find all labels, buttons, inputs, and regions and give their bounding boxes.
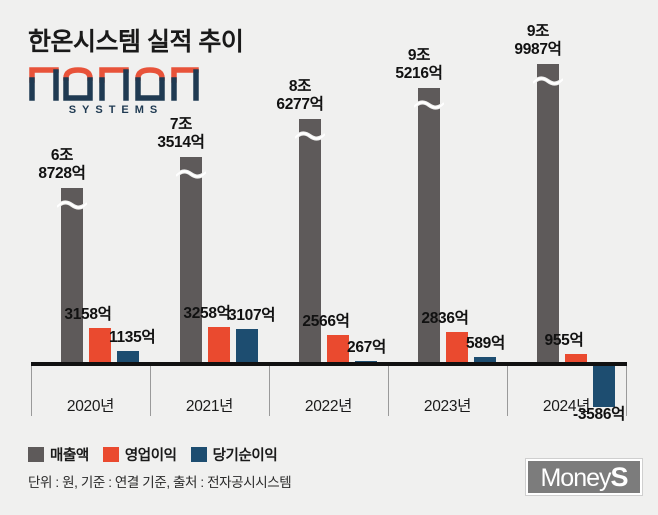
- hanon-wordmark-icon: [29, 67, 199, 101]
- bar-label-operating-profit: 3158억: [64, 305, 112, 323]
- bar-group: 6조 8728억 3158억 1135억: [31, 40, 156, 365]
- legend-label-operating-profit: 영업이익: [124, 448, 177, 464]
- bar-label-revenue: 7조 3514억: [136, 116, 226, 151]
- bar-label-line: 9조: [407, 47, 431, 65]
- bar-operating-profit: [89, 328, 111, 365]
- bar-label-line: 6277억: [276, 95, 324, 113]
- x-axis-tick: [269, 366, 270, 416]
- bar-group: 9조 9987억 955억 -3586억: [507, 23, 626, 422]
- legend-label-revenue: 매출액: [50, 448, 89, 464]
- bar-operating-profit: [208, 327, 230, 365]
- bar-operating-profit: [327, 335, 349, 365]
- moneys-logo-text: MoneyS: [540, 461, 629, 492]
- hanon-systems-logo: SYSTEMS: [26, 66, 206, 122]
- chart-legend: 매출액 영업이익 당기순이익: [28, 444, 278, 465]
- legend-label-net-income: 당기순이익: [212, 448, 278, 464]
- bar-label-line: 9조: [526, 23, 550, 41]
- legend-swatch-revenue: [28, 447, 44, 462]
- bar-label-net-income: 267억: [347, 338, 386, 356]
- x-axis-label-2024: 2024년: [542, 398, 591, 415]
- bar-group: 9조 5216억 2836억 589억: [388, 40, 507, 365]
- bar-label-net-income: 589억: [466, 334, 505, 352]
- x-axis-label-2021: 2021년: [185, 398, 234, 415]
- bar-label-line: 3514억: [157, 133, 205, 151]
- moneys-light-text: Money: [540, 463, 611, 492]
- bar-label-net-income: 3107억: [228, 306, 276, 324]
- bar-group: 7조 3514억 3258억 3107억: [150, 40, 276, 365]
- bar-group: 8조 6277억 2566억 267억: [269, 40, 388, 365]
- moneys-bold-text: S: [610, 461, 629, 492]
- legend-swatch-operating-profit: [102, 447, 119, 462]
- chart-baseline: [31, 362, 627, 366]
- bar-net-income: [236, 329, 258, 365]
- bar-revenue: [537, 64, 559, 365]
- bar-chart-plot: 6조 8728억 3158억 1135억 7조 3514억 3258억 3107억 8조 6277…: [31, 23, 627, 422]
- bar-net-income: [474, 357, 496, 365]
- page-title: 한온시스템 실적 추이: [28, 28, 244, 56]
- x-axis-label-2022: 2022년: [304, 398, 353, 415]
- bar-revenue: [180, 157, 202, 365]
- bar-label-line: 8조: [288, 78, 312, 96]
- bar-label-line: 9987억: [514, 40, 562, 58]
- bar-revenue: [61, 188, 83, 365]
- legend-item-net-income: 당기순이익: [190, 444, 278, 465]
- bar-label-revenue: 9조 9987억: [493, 23, 583, 58]
- bar-label-line: 6조: [50, 147, 74, 165]
- bar-revenue: [418, 88, 440, 365]
- bar-label-line: 7조: [169, 116, 193, 134]
- bar-label-net-income: 1135억: [109, 328, 156, 346]
- bar-label-line: 8728억: [38, 164, 86, 182]
- bar-net-income: [117, 351, 139, 365]
- bar-operating-profit: [565, 354, 587, 365]
- bar-net-income: [593, 365, 615, 407]
- legend-item-revenue: 매출액: [28, 444, 89, 465]
- bar-revenue: [299, 119, 321, 365]
- x-axis-tick: [626, 366, 627, 416]
- chart-x-axis: 2020년 2021년 2022년 2023년 2024년: [31, 366, 627, 418]
- bar-label-operating-profit: 955억: [544, 331, 584, 349]
- x-axis-tick: [150, 366, 151, 416]
- hanon-logo-subtext: SYSTEMS: [68, 104, 164, 116]
- chart-footnote: 단위 : 원, 기준 : 연결 기준, 출처 : 전자공시시스템: [28, 475, 292, 490]
- bar-label-operating-profit: 2566억: [302, 312, 350, 330]
- x-axis-tick: [388, 366, 389, 416]
- bar-label-revenue: 9조 5216억: [374, 47, 464, 82]
- moneys-logo: MoneyS: [526, 459, 642, 495]
- legend-item-operating-profit: 영업이익: [102, 444, 177, 465]
- bar-label-line: 5216억: [395, 64, 443, 82]
- bar-operating-profit: [446, 332, 468, 365]
- legend-swatch-net-income: [190, 447, 207, 462]
- x-axis-tick: [507, 366, 508, 416]
- bar-label-revenue: 8조 6277억: [255, 78, 345, 113]
- x-axis-label-2023: 2023년: [423, 398, 472, 415]
- bar-label-operating-profit: 2836억: [421, 309, 469, 327]
- bar-label-revenue: 6조 8728억: [17, 147, 107, 182]
- x-axis-label-2020: 2020년: [66, 398, 115, 415]
- bar-label-net-income: -3586억: [573, 405, 626, 423]
- x-axis-tick: [31, 366, 32, 416]
- bar-label-operating-profit: 3258억: [183, 304, 231, 322]
